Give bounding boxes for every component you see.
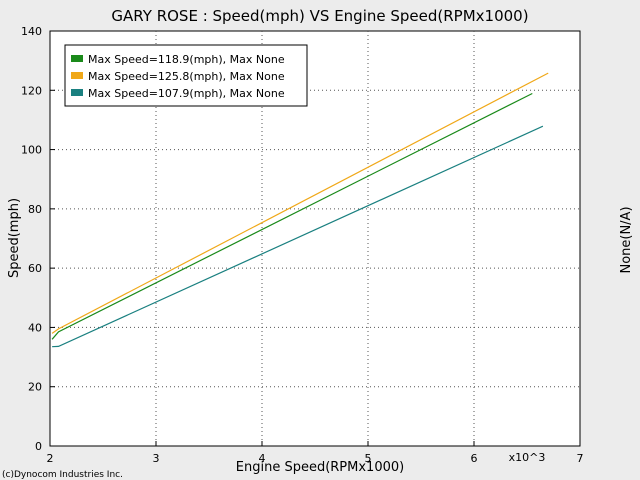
legend-box bbox=[64, 44, 308, 107]
legend-label-1: Max Speed=118.9(mph), Max None bbox=[88, 53, 285, 66]
y-tick-label: 120 bbox=[21, 84, 42, 97]
x-tick-label: 5 bbox=[365, 452, 372, 465]
legend-label-3: Max Speed=107.9(mph), Max None bbox=[88, 87, 285, 100]
x-tick-label: 4 bbox=[259, 452, 266, 465]
y2-axis-label: None(N/A) bbox=[619, 206, 634, 273]
x-tick-label: 6 bbox=[471, 452, 478, 465]
y-tick-label: 140 bbox=[21, 25, 42, 38]
x-tick-label: 3 bbox=[153, 452, 160, 465]
y-tick-label: 60 bbox=[28, 262, 42, 275]
y-tick-label: 20 bbox=[28, 381, 42, 394]
chart-title: GARY ROSE : Speed(mph) VS Engine Speed(R… bbox=[111, 7, 528, 25]
y-tick-label: 80 bbox=[28, 203, 42, 216]
legend: Max Speed=118.9(mph), Max None Max Speed=… bbox=[64, 44, 308, 107]
x-tick-label: 7 bbox=[577, 452, 584, 465]
legend-swatch-1 bbox=[71, 55, 83, 62]
y-tick-label: 0 bbox=[35, 440, 42, 453]
legend-swatch-2 bbox=[71, 72, 83, 79]
series-line-3 bbox=[52, 125, 544, 348]
credit-text: (c)Dynocom Industries Inc. bbox=[2, 470, 123, 480]
series-line-1 bbox=[51, 92, 533, 340]
axis-ticks: 2 3 4 5 6 7 0 20 40 60 80 100 120 140 bbox=[21, 25, 584, 465]
series-line-2 bbox=[51, 72, 549, 334]
y-axis-label: Speed(mph) bbox=[7, 198, 22, 278]
legend-swatch-3 bbox=[71, 89, 83, 96]
y-tick-label: 40 bbox=[28, 321, 42, 334]
legend-label-2: Max Speed=125.8(mph), Max None bbox=[88, 70, 285, 83]
y-tick-label: 100 bbox=[21, 144, 42, 157]
series-group bbox=[51, 72, 549, 348]
x-multiplier-label: x10^3 bbox=[509, 451, 546, 464]
x-tick-label: 2 bbox=[47, 452, 54, 465]
x-axis-label: Engine Speed(RPMx1000) bbox=[236, 460, 404, 475]
